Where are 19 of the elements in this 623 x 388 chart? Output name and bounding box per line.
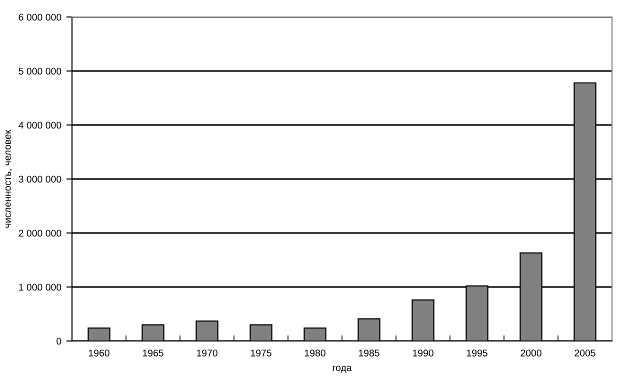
x-tick-label: 1975 — [250, 350, 272, 356]
x-tick-label: 2005 — [574, 350, 596, 356]
x-tick-label: 2000 — [520, 350, 542, 356]
x-tick-label: 1980 — [304, 350, 326, 356]
x-tick-label: 1985 — [358, 350, 380, 356]
x-tick-label: 1965 — [142, 350, 164, 356]
y-tick-label: 6 000 000 — [18, 14, 62, 21]
y-tick-label: 3 000 000 — [18, 176, 62, 183]
x-axis-title: года — [332, 366, 352, 373]
y-tick-label: 0 — [56, 338, 62, 345]
y-tick-label: 1 000 000 — [19, 284, 62, 291]
y-tick-label: 4 000 000 — [18, 122, 62, 129]
x-tick-label: 1970 — [196, 350, 218, 356]
x-tick-label: 1990 — [412, 350, 434, 356]
x-tick-label: 1995 — [466, 350, 488, 356]
x-tick-label: 1960 — [88, 350, 110, 356]
y-tick-label: 5 000 000 — [18, 68, 62, 75]
y-tick-label: 2 000 000 — [18, 230, 62, 237]
y-axis-title: численность, человек — [6, 130, 12, 228]
